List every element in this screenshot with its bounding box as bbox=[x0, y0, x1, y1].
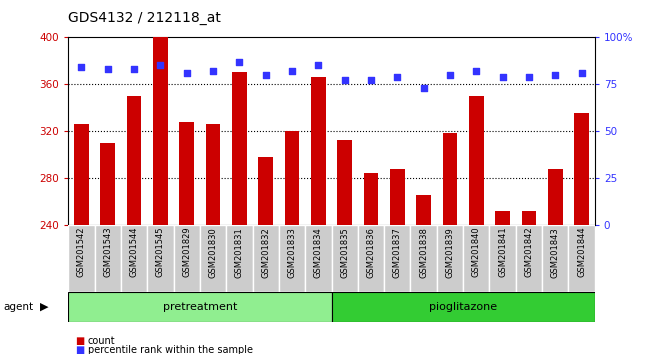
Bar bbox=[516, 225, 542, 292]
Text: GSM201832: GSM201832 bbox=[261, 227, 270, 278]
Bar bbox=[179, 122, 194, 225]
Text: agent: agent bbox=[3, 302, 33, 312]
Bar bbox=[337, 140, 352, 225]
Text: GSM201830: GSM201830 bbox=[209, 227, 218, 278]
Point bbox=[497, 74, 508, 79]
Bar bbox=[437, 225, 463, 292]
Bar bbox=[174, 225, 200, 292]
Bar bbox=[489, 225, 516, 292]
Text: GSM201838: GSM201838 bbox=[419, 227, 428, 278]
Text: ■: ■ bbox=[75, 336, 84, 346]
Bar bbox=[127, 96, 141, 225]
Text: ■: ■ bbox=[75, 345, 84, 354]
Point bbox=[445, 72, 455, 78]
Text: GSM201834: GSM201834 bbox=[314, 227, 323, 278]
Point bbox=[103, 66, 113, 72]
Bar bbox=[68, 292, 332, 322]
Text: pretreatment: pretreatment bbox=[162, 302, 237, 312]
Bar bbox=[463, 225, 489, 292]
Bar bbox=[285, 131, 299, 225]
Point bbox=[234, 59, 244, 64]
Text: pioglitazone: pioglitazone bbox=[429, 302, 497, 312]
Text: count: count bbox=[88, 336, 116, 346]
Bar bbox=[121, 225, 148, 292]
Point bbox=[392, 74, 402, 79]
Point bbox=[524, 74, 534, 79]
Bar bbox=[411, 225, 437, 292]
Text: GSM201836: GSM201836 bbox=[367, 227, 376, 278]
Bar bbox=[200, 225, 226, 292]
Text: GSM201831: GSM201831 bbox=[235, 227, 244, 278]
Point bbox=[76, 64, 86, 70]
Point bbox=[419, 85, 429, 91]
Text: GSM201842: GSM201842 bbox=[525, 227, 534, 278]
Bar bbox=[101, 143, 115, 225]
Text: GDS4132 / 212118_at: GDS4132 / 212118_at bbox=[68, 11, 221, 25]
Point bbox=[313, 62, 324, 68]
Text: GSM201542: GSM201542 bbox=[77, 227, 86, 277]
Point bbox=[577, 70, 587, 76]
Bar bbox=[332, 292, 595, 322]
Bar bbox=[364, 173, 378, 225]
Point bbox=[129, 66, 139, 72]
Bar bbox=[575, 113, 589, 225]
Bar bbox=[206, 124, 220, 225]
Bar bbox=[548, 169, 562, 225]
Bar bbox=[226, 225, 253, 292]
Text: GSM201545: GSM201545 bbox=[156, 227, 165, 277]
Text: GSM201841: GSM201841 bbox=[498, 227, 507, 278]
Bar bbox=[153, 37, 168, 225]
Text: GSM201833: GSM201833 bbox=[287, 227, 296, 278]
Bar bbox=[95, 225, 121, 292]
Text: GSM201543: GSM201543 bbox=[103, 227, 112, 278]
Text: GSM201837: GSM201837 bbox=[393, 227, 402, 278]
Point bbox=[155, 62, 166, 68]
Text: GSM201835: GSM201835 bbox=[340, 227, 349, 278]
Text: GSM201544: GSM201544 bbox=[129, 227, 138, 277]
Point bbox=[261, 72, 271, 78]
Bar bbox=[542, 225, 568, 292]
Bar bbox=[390, 169, 404, 225]
Bar bbox=[522, 211, 536, 225]
Bar bbox=[306, 225, 332, 292]
Text: ▶: ▶ bbox=[40, 302, 49, 312]
Bar bbox=[358, 225, 384, 292]
Bar bbox=[259, 157, 273, 225]
Bar bbox=[74, 124, 88, 225]
Point bbox=[471, 68, 482, 74]
Point bbox=[208, 68, 218, 74]
Bar bbox=[279, 225, 306, 292]
Text: GSM201839: GSM201839 bbox=[445, 227, 454, 278]
Bar bbox=[469, 96, 484, 225]
Point bbox=[287, 68, 297, 74]
Bar bbox=[568, 225, 595, 292]
Point bbox=[366, 78, 376, 83]
Text: GSM201843: GSM201843 bbox=[551, 227, 560, 278]
Text: GSM201844: GSM201844 bbox=[577, 227, 586, 278]
Bar bbox=[495, 211, 510, 225]
Text: percentile rank within the sample: percentile rank within the sample bbox=[88, 345, 253, 354]
Bar bbox=[332, 225, 358, 292]
Bar bbox=[417, 195, 431, 225]
Point bbox=[550, 72, 560, 78]
Bar bbox=[68, 225, 95, 292]
Bar bbox=[443, 133, 457, 225]
Bar bbox=[384, 225, 411, 292]
Point bbox=[181, 70, 192, 76]
Bar bbox=[232, 72, 246, 225]
Bar bbox=[252, 225, 279, 292]
Bar bbox=[147, 225, 174, 292]
Point bbox=[339, 78, 350, 83]
Bar bbox=[311, 77, 326, 225]
Text: GSM201829: GSM201829 bbox=[182, 227, 191, 278]
Text: GSM201840: GSM201840 bbox=[472, 227, 481, 278]
